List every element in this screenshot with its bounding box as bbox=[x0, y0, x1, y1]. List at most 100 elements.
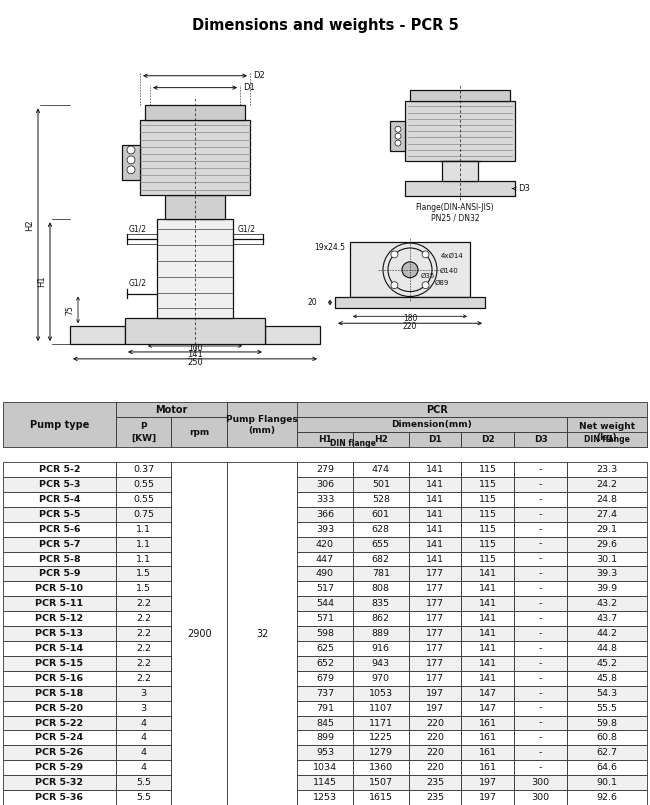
Bar bbox=[297, 760, 353, 775]
Text: 808: 808 bbox=[372, 584, 390, 593]
Text: 141: 141 bbox=[426, 525, 444, 534]
Bar bbox=[514, 686, 567, 700]
Bar bbox=[409, 656, 462, 671]
Bar bbox=[353, 567, 409, 581]
Bar bbox=[3, 745, 116, 760]
Text: -: - bbox=[539, 525, 542, 534]
Text: 306: 306 bbox=[316, 480, 334, 489]
Bar bbox=[3, 775, 116, 790]
Text: Pump Flanges
(mm): Pump Flanges (mm) bbox=[226, 415, 298, 435]
Circle shape bbox=[422, 282, 429, 289]
Bar bbox=[297, 492, 353, 507]
Bar bbox=[514, 551, 567, 567]
Text: 197: 197 bbox=[426, 689, 444, 698]
Text: 147: 147 bbox=[479, 689, 497, 698]
Bar bbox=[297, 537, 353, 551]
Text: 177: 177 bbox=[426, 614, 444, 623]
Text: Net weight
(kg): Net weight (kg) bbox=[578, 423, 635, 443]
Bar bbox=[409, 760, 462, 775]
Text: 115: 115 bbox=[479, 495, 497, 504]
Text: -: - bbox=[539, 584, 542, 593]
Text: 4: 4 bbox=[140, 749, 147, 758]
Text: Pump type: Pump type bbox=[30, 420, 89, 430]
Text: -: - bbox=[539, 555, 542, 564]
Bar bbox=[353, 492, 409, 507]
Circle shape bbox=[391, 282, 398, 289]
Bar bbox=[297, 656, 353, 671]
Bar bbox=[514, 462, 567, 477]
Text: Motor: Motor bbox=[155, 405, 188, 415]
Text: 5.5: 5.5 bbox=[136, 793, 151, 802]
Bar bbox=[353, 432, 409, 448]
Text: Dimensions and weights - PCR 5: Dimensions and weights - PCR 5 bbox=[192, 18, 458, 33]
Text: 300: 300 bbox=[532, 793, 550, 802]
Text: PCR 5-36: PCR 5-36 bbox=[36, 793, 83, 802]
Text: 54.3: 54.3 bbox=[596, 689, 618, 698]
Bar bbox=[567, 492, 647, 507]
Bar bbox=[409, 626, 462, 641]
Text: D3: D3 bbox=[518, 184, 530, 193]
Text: 141: 141 bbox=[479, 629, 497, 638]
Bar bbox=[3, 522, 116, 537]
Text: -: - bbox=[539, 689, 542, 698]
Text: 4: 4 bbox=[140, 719, 147, 728]
Bar bbox=[116, 551, 172, 567]
Bar bbox=[227, 402, 647, 418]
Text: 141: 141 bbox=[426, 480, 444, 489]
Text: -: - bbox=[539, 465, 542, 474]
Bar bbox=[353, 700, 409, 716]
Text: 1.5: 1.5 bbox=[136, 569, 151, 579]
Bar bbox=[3, 537, 116, 551]
Text: P
[KW]: P [KW] bbox=[131, 423, 156, 443]
Bar bbox=[265, 326, 320, 344]
Text: 44.8: 44.8 bbox=[596, 644, 618, 653]
Text: 4: 4 bbox=[140, 733, 147, 742]
Text: -: - bbox=[539, 629, 542, 638]
Text: D2: D2 bbox=[481, 436, 495, 444]
Bar bbox=[462, 567, 514, 581]
Bar bbox=[297, 730, 353, 745]
Text: 43.2: 43.2 bbox=[596, 599, 618, 609]
Text: 2.2: 2.2 bbox=[136, 614, 151, 623]
Bar bbox=[514, 611, 567, 626]
Text: 39.3: 39.3 bbox=[596, 569, 618, 579]
Text: 220: 220 bbox=[426, 763, 444, 772]
Bar bbox=[409, 492, 462, 507]
Text: 1225: 1225 bbox=[369, 733, 393, 742]
Text: 141: 141 bbox=[426, 555, 444, 564]
Text: 220: 220 bbox=[426, 733, 444, 742]
Text: DIN flange: DIN flange bbox=[584, 436, 630, 444]
Bar bbox=[353, 790, 409, 805]
Text: 682: 682 bbox=[372, 555, 390, 564]
Text: PCR 5-18: PCR 5-18 bbox=[35, 689, 84, 698]
Text: PCR 5-9: PCR 5-9 bbox=[39, 569, 80, 579]
Text: 2900: 2900 bbox=[187, 629, 212, 638]
Text: H2: H2 bbox=[374, 436, 388, 444]
Text: -: - bbox=[539, 749, 542, 758]
Bar bbox=[409, 537, 462, 551]
Text: 220: 220 bbox=[426, 749, 444, 758]
Circle shape bbox=[422, 251, 429, 258]
Text: 679: 679 bbox=[316, 674, 334, 683]
Text: 115: 115 bbox=[479, 465, 497, 474]
Bar bbox=[514, 700, 567, 716]
Text: 490: 490 bbox=[316, 569, 334, 579]
Bar bbox=[442, 161, 478, 180]
Text: 115: 115 bbox=[479, 510, 497, 518]
Bar bbox=[353, 522, 409, 537]
Bar bbox=[409, 730, 462, 745]
Bar bbox=[116, 581, 172, 597]
Text: 2.2: 2.2 bbox=[136, 599, 151, 609]
Bar bbox=[353, 775, 409, 790]
Text: 501: 501 bbox=[372, 480, 390, 489]
Text: PCR 5-8: PCR 5-8 bbox=[38, 555, 80, 564]
Text: 889: 889 bbox=[372, 629, 390, 638]
Text: H1: H1 bbox=[318, 436, 332, 444]
Text: 420: 420 bbox=[316, 539, 334, 549]
Bar bbox=[409, 477, 462, 492]
Bar bbox=[567, 507, 647, 522]
Bar bbox=[462, 507, 514, 522]
Bar bbox=[227, 462, 297, 805]
Text: 1171: 1171 bbox=[369, 719, 393, 728]
Text: 235: 235 bbox=[426, 793, 444, 802]
